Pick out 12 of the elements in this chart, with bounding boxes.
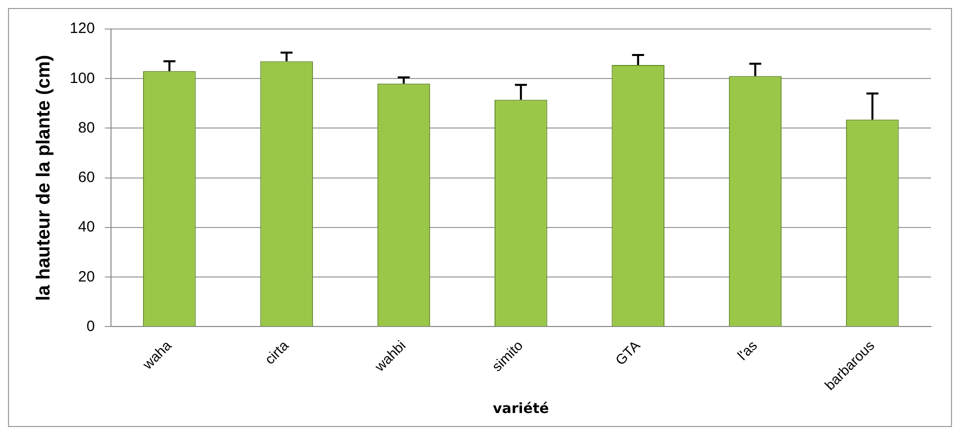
y-tick-label: 120: [70, 20, 95, 38]
x-tick-label: GTA: [612, 336, 644, 368]
y-tick-label: 20: [78, 268, 95, 286]
x-axis-title: variété: [492, 401, 549, 418]
y-axis-title: la hauteur de la plante (cm): [34, 54, 55, 301]
y-tick-label: 0: [86, 318, 95, 335]
x-tick-label: cirta: [261, 337, 292, 368]
y-tick-label: 80: [78, 119, 95, 136]
y-tick-label: 60: [78, 169, 95, 186]
x-tick-label: l'as: [734, 337, 760, 364]
y-tick-label: 40: [78, 218, 95, 236]
y-tick-label: 100: [70, 70, 95, 87]
